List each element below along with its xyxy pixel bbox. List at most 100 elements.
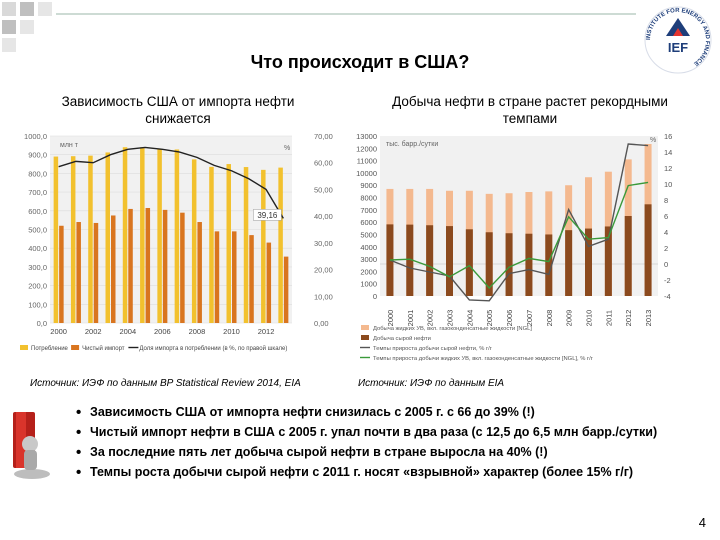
y-left-tick-label: 400,0 (28, 244, 47, 253)
y-left-tick-label: 1000 (360, 280, 377, 289)
consumption-bar (243, 167, 249, 323)
bullet-item: • Чистый импорт нефти в США с 2005 г. упа… (76, 424, 658, 441)
net-import-bar (197, 222, 202, 323)
net-import-bar (93, 222, 99, 323)
y-left-tick-label: 10000 (356, 169, 377, 178)
consumption-bar (278, 167, 283, 323)
y-right-tick-label: 6 (664, 212, 668, 221)
crude-oil-bar (604, 226, 612, 296)
y-right-tick-label: 70,00 (314, 132, 333, 141)
net-import-bar (283, 256, 289, 323)
bullet-list: • Зависимость США от импорта нефти снизил… (76, 404, 706, 484)
legend-label: Добыча жидких УВ, вкл. газоконденсатные … (373, 326, 532, 332)
x-tick-label: 2006 (505, 310, 514, 327)
y-right-tick-label: 0,00 (314, 319, 329, 328)
crude-oil-bar (465, 229, 473, 296)
left-chart-subtitle: Зависимость США от импорта нефти снижает… (61, 94, 295, 126)
x-tick-label: 2000 (386, 310, 395, 327)
legend-label: Потребление (31, 346, 69, 352)
legend-swatch (20, 345, 28, 350)
legend-swatch (361, 335, 369, 340)
net-import-bar (76, 222, 81, 323)
y-left-tick-label: 7000 (360, 206, 377, 215)
x-tick-label: 2013 (644, 310, 653, 327)
y-left-tick-label: 6000 (360, 218, 377, 227)
legend-swatch (361, 325, 369, 330)
x-tick-label: 2011 (604, 310, 613, 326)
crude-oil-bar (406, 224, 414, 296)
page-number: 4 (698, 515, 706, 530)
x-tick-label: 2010 (223, 327, 240, 336)
y-left-tick-label: 8000 (360, 194, 377, 203)
x-tick-label: 2002 (426, 310, 435, 327)
y-left-tick-label: 1000,0 (24, 132, 47, 141)
y-right-tick-label: 14 (664, 148, 672, 157)
legend-label: Темпы прироста добычи жидких УВ, вкл. га… (373, 356, 593, 362)
crude-oil-bar (624, 216, 632, 296)
consumption-bar (70, 156, 76, 323)
y-right-tick-label: 10,00 (314, 292, 333, 301)
net-import-bar (266, 242, 272, 323)
y-right-unit-label: % (650, 137, 656, 144)
x-tick-label: 2000 (50, 327, 67, 336)
x-tick-label: 2001 (406, 310, 415, 327)
y-right-tick-label: 60,00 (314, 159, 333, 168)
y-left-tick-label: 200,0 (28, 282, 47, 291)
crude-growth-line (389, 143, 649, 302)
consumption-bar (105, 152, 110, 323)
consumption-bar (122, 147, 128, 323)
warning-person-icon (13, 412, 50, 479)
x-tick-label: 2010 (585, 310, 594, 327)
y-right-tick-label: -4 (664, 292, 671, 301)
y-left-tick-label: 9000 (360, 181, 377, 190)
y-left-tick-label: 5000 (360, 230, 377, 239)
import-dependence-chart: 0,0 100,0 200,0 300,0 400,0 500,0 600,0 700,0 80… (20, 132, 333, 352)
x-tick-label: 2004 (465, 310, 474, 327)
y-right-tick-label: 16 (664, 132, 672, 141)
x-tick-label: 2005 (485, 310, 494, 327)
x-tick-label: 2007 (525, 310, 534, 327)
crude-oil-bar (525, 233, 533, 296)
y-left-tick-label: 500,0 (28, 226, 47, 235)
import-share-line (58, 146, 284, 219)
net-import-bar (162, 209, 168, 323)
consumption-bar (226, 164, 231, 323)
y-right-tick-label: 50,00 (314, 185, 333, 194)
crude-oil-bar (446, 226, 453, 296)
y-left-tick-label: 12000 (356, 144, 377, 153)
x-tick-label: 2006 (154, 327, 171, 336)
net-import-bar (59, 225, 64, 323)
net-import-bar (180, 212, 185, 323)
bullet-item: • Темпы роста добычи сырой нефти с 2011 г… (76, 464, 634, 481)
left-chart-source: Источник: ИЭФ по данным BP Statistical R… (30, 378, 301, 389)
y-right-tick-label: 10 (664, 180, 672, 189)
right-chart-subtitle: Добыча нефти в стране растет рекордными … (392, 94, 668, 126)
x-tick-label: 2012 (624, 310, 633, 327)
decorative-squares (2, 2, 52, 52)
y-left-tick-label: 13000 (356, 132, 377, 141)
consumption-bar (88, 155, 93, 323)
y-left-tick-label: 11000 (357, 157, 377, 166)
annotation-box (253, 209, 282, 221)
right-chart-source: Источник: ИЭФ по данным EIA (358, 378, 505, 389)
y-left-unit-label: млн т (60, 142, 79, 149)
consumption-bar (261, 169, 266, 323)
x-tick-label: 2004 (119, 327, 136, 336)
crude-oil-bar (426, 225, 434, 296)
y-left-tick-label: 0,0 (37, 319, 47, 328)
net-import-bar (214, 231, 220, 323)
consumption-bar (209, 166, 214, 323)
legend-label: Доля импорта в потреблении (в %, по прав… (139, 345, 287, 352)
y-left-tick-label: 300,0 (28, 263, 47, 272)
y-left-tick-label: 100,0 (28, 300, 47, 309)
net-import-bar (232, 231, 237, 323)
legend-label: Чистый импорт (82, 345, 125, 352)
y-right-tick-label: 0 (664, 260, 668, 269)
y-right-tick-label: 40,00 (314, 212, 333, 221)
y-left-unit-label: тыс. барр./сутки (386, 140, 438, 148)
logo-text: IEF (668, 40, 688, 55)
top-rule (56, 13, 636, 15)
page-title: Что происходит в США? (250, 52, 470, 72)
oil-production-chart: 0100020003000400050006000700080009000100… (356, 132, 672, 362)
bullet-item: • За последние пять лет добыча сырой нефт… (76, 444, 548, 461)
